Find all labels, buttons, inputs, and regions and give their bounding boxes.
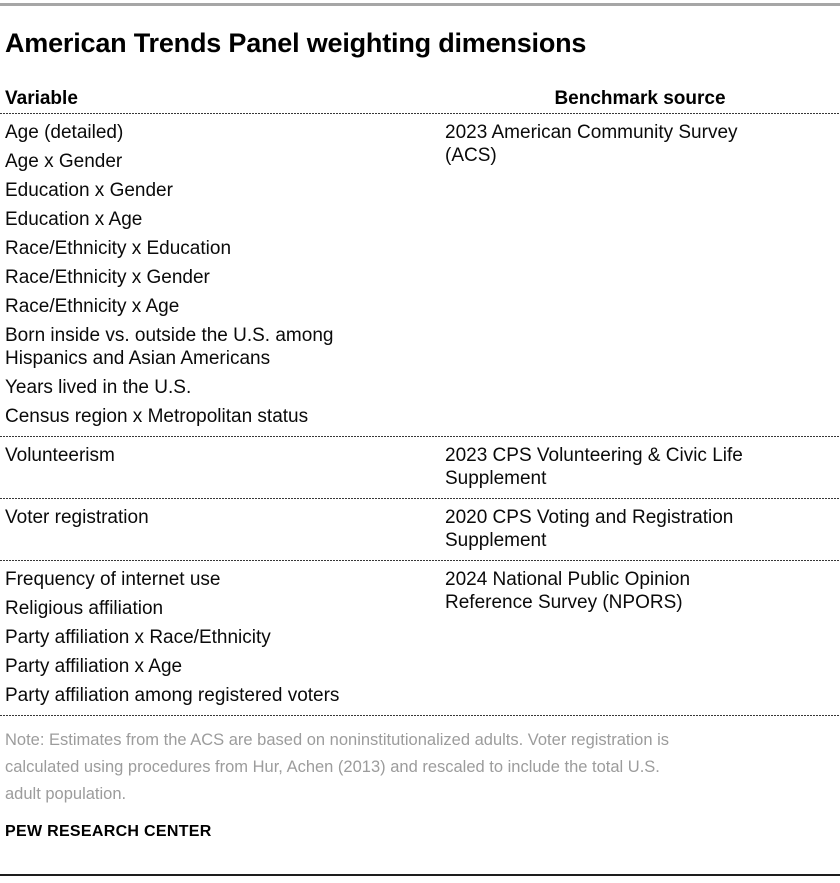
section-divider — [0, 560, 840, 562]
section-divider — [0, 498, 840, 500]
variable-cell: Voter registration — [0, 506, 440, 552]
table-section-acs: Age (detailed) Age x Gender Education x … — [0, 115, 840, 436]
variable-item: Volunteerism — [5, 445, 115, 466]
variable-item: Education x Age — [5, 209, 143, 230]
variable-item: Education x Gender — [5, 180, 173, 201]
benchmark-source-cell: 2023 American Community Survey (ACS) — [445, 122, 738, 166]
variable-item: Party affiliation among registered voter… — [5, 685, 340, 706]
variable-item: Race/Ethnicity x Education — [5, 238, 232, 259]
section-divider — [0, 715, 840, 717]
column-header-variable: Variable — [5, 88, 78, 109]
variable-item: Race/Ethnicity x Age — [5, 296, 180, 317]
table-header-row: Variable Benchmark source — [0, 88, 840, 110]
variable-item: Age x Gender — [5, 151, 123, 172]
benchmark-source-cell: 2020 CPS Voting and Registration Supplem… — [445, 507, 734, 551]
variable-item: Census region x Metropolitan status — [5, 406, 309, 427]
variable-item: Party affiliation x Race/Ethnicity — [5, 627, 271, 648]
footnote: Note: Estimates from the ACS are based o… — [5, 731, 670, 803]
benchmark-source-cell: 2023 CPS Volunteering & Civic Life Suppl… — [445, 445, 743, 489]
variable-item: Age (detailed) — [5, 122, 124, 143]
top-rule — [0, 3, 840, 6]
variable-cell: Age (detailed) Age x Gender Education x … — [0, 121, 440, 428]
weighting-dimensions-table: Variable Benchmark source Age (detailed)… — [0, 88, 840, 717]
table-section-npors: Frequency of internet use Religious affi… — [0, 562, 840, 715]
bottom-rule — [0, 874, 840, 876]
page-title: American Trends Panel weighting dimensio… — [5, 28, 587, 58]
table-section-volunteerism: Volunteerism 2023 CPS Volunteering & Civ… — [0, 438, 840, 498]
variable-cell: Volunteerism — [0, 444, 440, 490]
header-divider — [0, 113, 840, 115]
table-section-voter-registration: Voter registration 2020 CPS Voting and R… — [0, 500, 840, 560]
variable-item: Party affiliation x Age — [5, 656, 183, 677]
variable-item: Born inside vs. outside the U.S. among H… — [5, 325, 334, 369]
variable-cell: Frequency of internet use Religious affi… — [0, 568, 440, 707]
variable-item: Years lived in the U.S. — [5, 377, 192, 398]
benchmark-source-cell: 2024 National Public Opinion Reference S… — [445, 569, 691, 613]
section-divider — [0, 436, 840, 438]
variable-item: Religious affiliation — [5, 598, 164, 619]
variable-item: Race/Ethnicity x Gender — [5, 267, 210, 288]
column-header-benchmark-source: Benchmark source — [554, 88, 726, 109]
brand: PEW RESEARCH CENTER — [5, 823, 212, 840]
variable-item: Frequency of internet use — [5, 569, 221, 590]
variable-item: Voter registration — [5, 507, 149, 528]
